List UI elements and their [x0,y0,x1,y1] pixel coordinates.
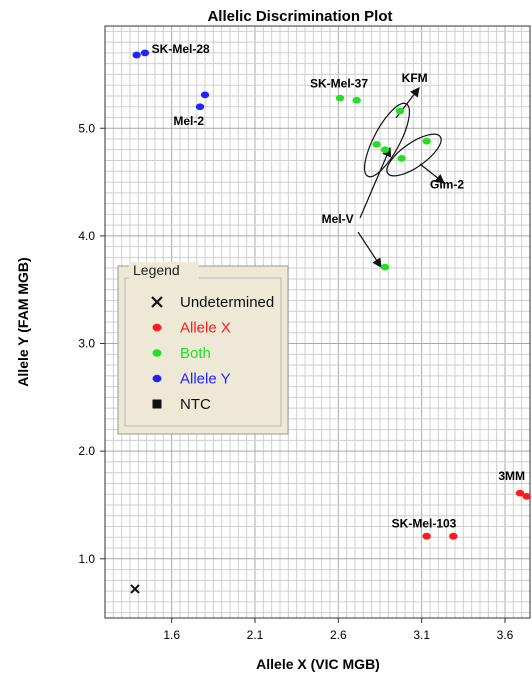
annotation-label: Mel-V [322,212,354,226]
legend-label: Undetermined [180,294,274,311]
point-allele-y [195,103,205,111]
x-tick-label: 1.6 [163,628,180,642]
legend-marker [152,374,162,383]
annotation-label: 3MM [498,469,525,483]
point-both [397,154,406,162]
point-allele-y [200,91,210,99]
y-tick-label: 1.0 [78,552,95,566]
x-tick-label: 2.1 [247,628,264,642]
legend-label: Allele X [180,320,231,337]
annotation-label: Glm-2 [430,178,464,192]
point-both [380,263,390,271]
annotation-label: SK-Mel-103 [392,517,457,531]
glm2-arrow [419,163,445,184]
plot-frame [104,25,531,619]
y-tick-label: 3.0 [78,337,95,351]
point-allele-x [449,532,458,540]
legend-marker [152,349,162,357]
data-points [130,49,531,594]
legend-item-undetermined: Undetermined [151,294,274,311]
legend-item-ntc: NTC [152,396,211,413]
legend-item-both: Both [152,345,211,362]
point-annotations: SK-Mel-28 Mel-2 SK-Mel-37 KFM Glm-2 Mel-V 3MM S… [152,42,525,531]
legend-inner-frame [124,277,282,427]
point-both [335,94,345,102]
y-tick-label: 5.0 [78,121,95,135]
point-allele-x [422,532,431,540]
legend: Legend Undetermined Allele X Both Allele Y N… [117,262,289,435]
legend-box [117,265,289,435]
point-allele-x [522,492,531,500]
legend-marker [151,296,163,308]
point-allele-x [515,489,525,497]
legend-label: Allele Y [180,371,231,388]
x-tick-label: 3.1 [413,628,430,642]
cluster-overlays [357,87,445,269]
x-tick-label: 2.6 [330,628,347,642]
legend-marker [152,399,162,409]
legend-item-allele-x: Allele X [152,320,231,337]
point-undetermined [130,584,140,594]
y-tick-label: 4.0 [78,229,95,243]
legend-label: Both [180,345,211,362]
x-axis-label: Allele X (VIC MGB) [256,656,380,672]
legend-title-backdrop [129,262,199,280]
legend-item-allele-y: Allele Y [152,371,231,388]
legend-label: NTC [180,396,211,413]
y-axis-label: Allele Y (FAM MGB) [15,257,31,386]
x-tick-label: 3.6 [497,628,514,642]
point-both [380,146,390,154]
melv-arrow-lower [357,231,382,269]
melv-arrow-upper [359,146,392,219]
point-allele-y [140,49,150,57]
point-both [395,107,405,115]
chart-title: Allelic Discrimination Plot [207,8,392,25]
point-both [422,137,431,145]
legend-title: Legend [133,262,180,278]
annotation-label: Mel-2 [173,114,204,128]
annotation-label: KFM [402,71,428,85]
annotation-label: SK-Mel-37 [310,76,368,90]
legend-marker [152,323,162,332]
point-both [352,96,361,104]
annotation-label: SK-Mel-28 [152,42,210,56]
legend-items: Undetermined Allele X Both Allele Y NTC [151,294,274,413]
point-allele-y [132,51,141,59]
tick-labels: 1.6 2.1 2.6 3.1 3.6 1.0 2.0 3.0 4.0 5.0 [78,121,513,642]
point-both [372,141,381,148]
y-tick-label: 2.0 [78,444,95,458]
